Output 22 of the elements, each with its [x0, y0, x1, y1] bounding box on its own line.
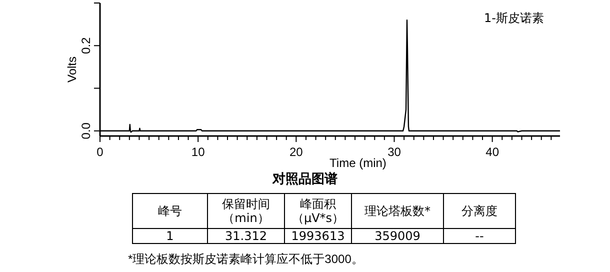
text: -- — [444, 228, 516, 244]
text: 理论塔板数* — [352, 194, 444, 228]
y-tick-label: 0.0 — [79, 122, 93, 140]
text: 保留时间（min） — [208, 194, 284, 228]
text: 1-斯皮诺素 — [484, 11, 544, 25]
text: 359009 — [352, 228, 444, 244]
y-tick-label: 0.2 — [79, 36, 93, 54]
x-tick-label: 30 — [388, 145, 402, 159]
text: 1993613 — [284, 228, 352, 244]
y-axis-title: Volts — [65, 56, 79, 83]
text: 31.312 — [208, 228, 284, 244]
text: 对照品图谱 — [271, 170, 338, 188]
x-tick-label: 40 — [486, 145, 500, 159]
x-tick-label: 10 — [191, 145, 206, 159]
text: 峰号 — [132, 194, 208, 228]
x-tick-label: 0 — [96, 145, 104, 159]
x-axis-title: Time (min) — [330, 156, 386, 170]
x-tick-label: 20 — [289, 145, 304, 159]
text: *理论板数按斯皮诺素峰计算应不低于3000。 — [128, 251, 364, 268]
text: 峰面积（μV*s） — [284, 194, 352, 228]
text: 1 — [132, 228, 208, 244]
text: 分离度 — [444, 194, 516, 228]
